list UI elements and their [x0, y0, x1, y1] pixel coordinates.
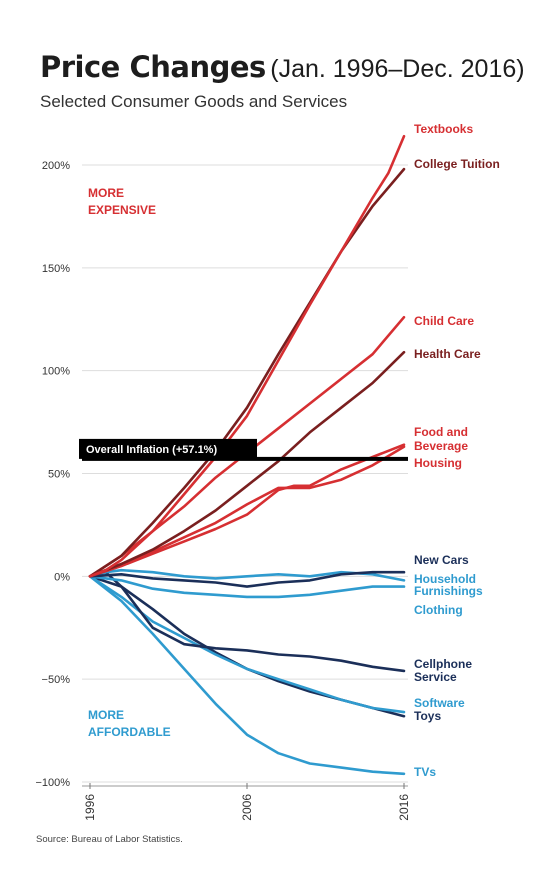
y-tick-label: 150%	[42, 263, 70, 275]
source-note: Source: Bureau of Labor Statistics.	[36, 834, 183, 845]
series-label-line: Food and	[414, 425, 468, 439]
chart-title: Price Changes (Jan. 1996–Dec. 2016)	[40, 50, 525, 84]
y-tick-label: −50%	[42, 674, 71, 686]
series-label: Cellphone Service	[414, 657, 472, 684]
x-tick-label: 2006	[240, 794, 254, 821]
y-tick-label: 0%	[54, 571, 70, 583]
series-label: Software	[414, 696, 465, 710]
series-line	[88, 350, 406, 578]
series-line	[88, 574, 406, 599]
chart-subtitle: Selected Consumer Goods and Services	[40, 92, 348, 111]
series-label-line: Household	[414, 572, 476, 586]
series-label: Toys	[414, 709, 441, 723]
y-tick-label: 200%	[42, 160, 70, 172]
y-tick-label: 100%	[42, 366, 70, 378]
annotation-label: MORE	[88, 708, 124, 722]
series-label-line: Service	[414, 670, 457, 684]
series-label: Child Care	[414, 314, 474, 328]
series-label: Health Care	[414, 347, 481, 361]
series-label: Textbooks	[414, 122, 473, 136]
series-line	[88, 134, 406, 578]
series-label: College Tuition	[414, 157, 500, 171]
series-label: New Cars	[414, 553, 469, 567]
annotation-label: MORE	[88, 186, 124, 200]
inflation-reference-label: Overall Inflation (+57.1%)	[86, 444, 217, 456]
chart-title-main: Price Changes	[40, 50, 266, 84]
series-line	[88, 574, 406, 776]
series-line	[88, 568, 406, 582]
series-label: Clothing	[414, 603, 463, 617]
y-tick-label: −100%	[35, 777, 70, 789]
annotation-label: EXPENSIVE	[88, 203, 156, 217]
series-line	[88, 443, 406, 578]
series-label: TVs	[414, 765, 436, 779]
series-label: Food and Beverage	[414, 425, 468, 453]
x-tick-label: 1996	[83, 794, 97, 821]
series-line	[88, 570, 406, 588]
x-tick-label: 2016	[397, 794, 411, 821]
annotation-label: AFFORDABLE	[88, 725, 171, 739]
series-label: Housing	[414, 456, 462, 470]
series-label-line: Beverage	[414, 439, 468, 453]
series-label-line: Cellphone	[414, 657, 472, 671]
inflation-reference-label-box	[79, 438, 257, 459]
series-label-line: Furnishings	[414, 584, 483, 598]
y-tick-label: 50%	[48, 469, 70, 481]
series-line	[88, 167, 406, 578]
chart-title-dates: (Jan. 1996–Dec. 2016)	[270, 55, 525, 83]
series-line	[88, 570, 406, 673]
series-label: Household Furnishings	[414, 572, 483, 598]
